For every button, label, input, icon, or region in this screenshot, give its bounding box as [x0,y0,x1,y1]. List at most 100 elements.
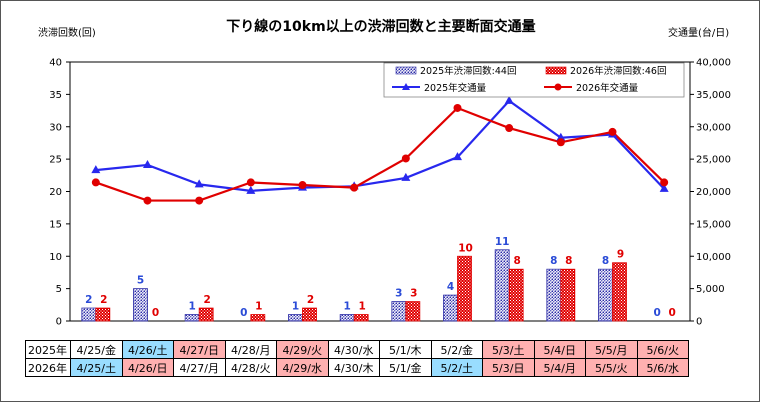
y-left-tick-label: 25 [49,155,62,166]
bar-2025 [81,307,97,322]
bar-2025-label: 3 [395,288,402,300]
bar-2026 [95,307,111,322]
y-right-tick-label: 25,000 [696,155,731,166]
date-table: 2025年 4/25/金 4/26/土 4/27/日 4/28/月 4/29/火… [25,340,689,377]
bar-2026-label: 2 [307,294,314,306]
date-cell-2026-4: 4/28/火 [224,358,277,377]
bar-2026 [250,314,266,322]
legend-line2026-marker [554,83,562,91]
table-row-2025: 2025年 4/25/金 4/26/土 4/27/日 4/28/月 4/29/火… [25,340,689,359]
row-label-2025: 2025年 [25,340,71,359]
legend: 2025年渋滞回数:44回 2026年渋滞回数:46回 2025年交通量 202… [383,62,685,98]
point-2026 [246,178,255,187]
point-2025 [91,165,101,174]
point-2025 [556,132,566,141]
bar-2025 [494,249,510,322]
bar-2025 [391,301,407,322]
date-cell-2025-11: 5/5/月 [585,340,638,359]
legend-bar2026-swatch [545,66,567,75]
bar-2026-label: 1 [255,301,262,313]
date-cell-2025-8: 5/2/金 [430,340,483,359]
point-2025 [504,95,514,104]
point-2025 [143,159,152,168]
y-right-tick-label: 40,000 [696,58,731,69]
date-cell-2026-10: 5/4/月 [533,358,586,377]
point-2025 [246,185,256,194]
bar-2026 [302,307,317,322]
y-right-tick-label: 30,000 [696,122,731,133]
date-cell-2025-7: 5/1/木 [379,340,432,359]
chart-title: 下り線の10km以上の渋滞回数と主要断面交通量 [226,18,535,35]
date-cell-2025-10: 5/4/日 [533,340,586,359]
bar-2026-label: 0 [669,307,676,319]
point-2025 [194,179,204,188]
bar-2025 [443,294,458,322]
point-2025 [453,152,462,161]
legend-line2025: 2025年交通量 [424,82,487,94]
bar-2026 [508,268,524,322]
row-label-2026: 2026年 [25,358,71,377]
point-2026 [453,103,462,112]
date-cell-2026-5: 4/29/水 [276,358,329,377]
date-cell-2026-7: 5/1/金 [379,358,432,377]
bar-2026 [457,255,472,322]
date-cell-2025-6: 4/30/水 [327,340,380,359]
bar-2026-label: 1 [359,301,366,313]
date-cell-2025-12: 5/6/火 [636,340,689,359]
bar-2026-label: 9 [617,249,624,261]
y-left-tick-label: 5 [56,284,62,295]
date-cell-2026-11: 5/5/火 [585,358,638,377]
legend-line2025-marker [402,83,410,90]
point-2026 [660,178,669,187]
bar-2026-label: 8 [514,255,521,267]
point-2025 [401,172,411,181]
y-right-tick-label: 10,000 [696,252,731,263]
bar-2025 [288,314,303,322]
date-cell-2025-5: 4/29/火 [276,340,329,359]
bar-2026 [612,262,627,322]
bar-2026 [560,268,576,322]
point-2026 [298,181,307,190]
point-2026 [556,138,565,147]
date-cell-2026-9: 5/3/日 [482,358,535,377]
bar-2025 [184,314,200,322]
point-2026 [91,178,100,187]
bar-2025 [546,268,562,322]
point-2025 [659,183,669,192]
date-cell-2025-3: 4/27/日 [173,340,226,359]
date-cell-2025-1: 4/25/金 [70,340,123,359]
y-left-tick-label: 20 [49,187,62,198]
point-2026 [143,196,152,205]
bar-2025 [598,268,613,322]
bar-2026-label: 3 [410,288,417,300]
y-right-tick-label: 5,000 [696,284,725,295]
date-cell-2025-9: 5/3/土 [482,340,535,359]
series-line-2025 [95,99,665,192]
bar-2025-label: 8 [602,255,609,267]
date-cell-2026-12: 5/6/水 [636,358,689,377]
bar-2025-label: 11 [495,236,510,248]
date-cell-2026-1: 4/25/土 [70,358,123,377]
y-left-axis-title: 渋滞回数(回) [38,26,96,39]
table-row-2026: 2026年 4/25/土 4/26/日 4/27/月 4/28/火 4/29/水… [25,358,689,377]
y-right-axis-title: 交通量(台/日) [668,26,729,39]
y-right-tick-label: 20,000 [696,187,731,198]
y-left-tick-label: 10 [49,252,62,263]
bar-2026 [405,301,421,322]
bar-2025-label: 5 [137,275,144,287]
bar-2025-label: 8 [550,255,557,267]
bar-2025-label: 0 [654,307,661,319]
bar-2025-label: 1 [189,301,196,313]
bar-2026-label: 2 [204,294,211,306]
y-left-tick-label: 35 [49,90,62,101]
y-right-tick-label: 0 [696,317,702,328]
series-line-2026 [95,106,665,202]
date-cell-2026-6: 4/30/木 [327,358,380,377]
bar-2026 [353,314,369,322]
y-left-tick-label: 30 [49,122,62,133]
date-cell-2025-2: 4/26/土 [121,340,174,359]
y-right-tick-label: 15,000 [696,219,731,230]
bar-2025-label: 4 [447,281,454,293]
y-left-tick-label: 15 [49,219,62,230]
point-2026 [608,127,617,136]
